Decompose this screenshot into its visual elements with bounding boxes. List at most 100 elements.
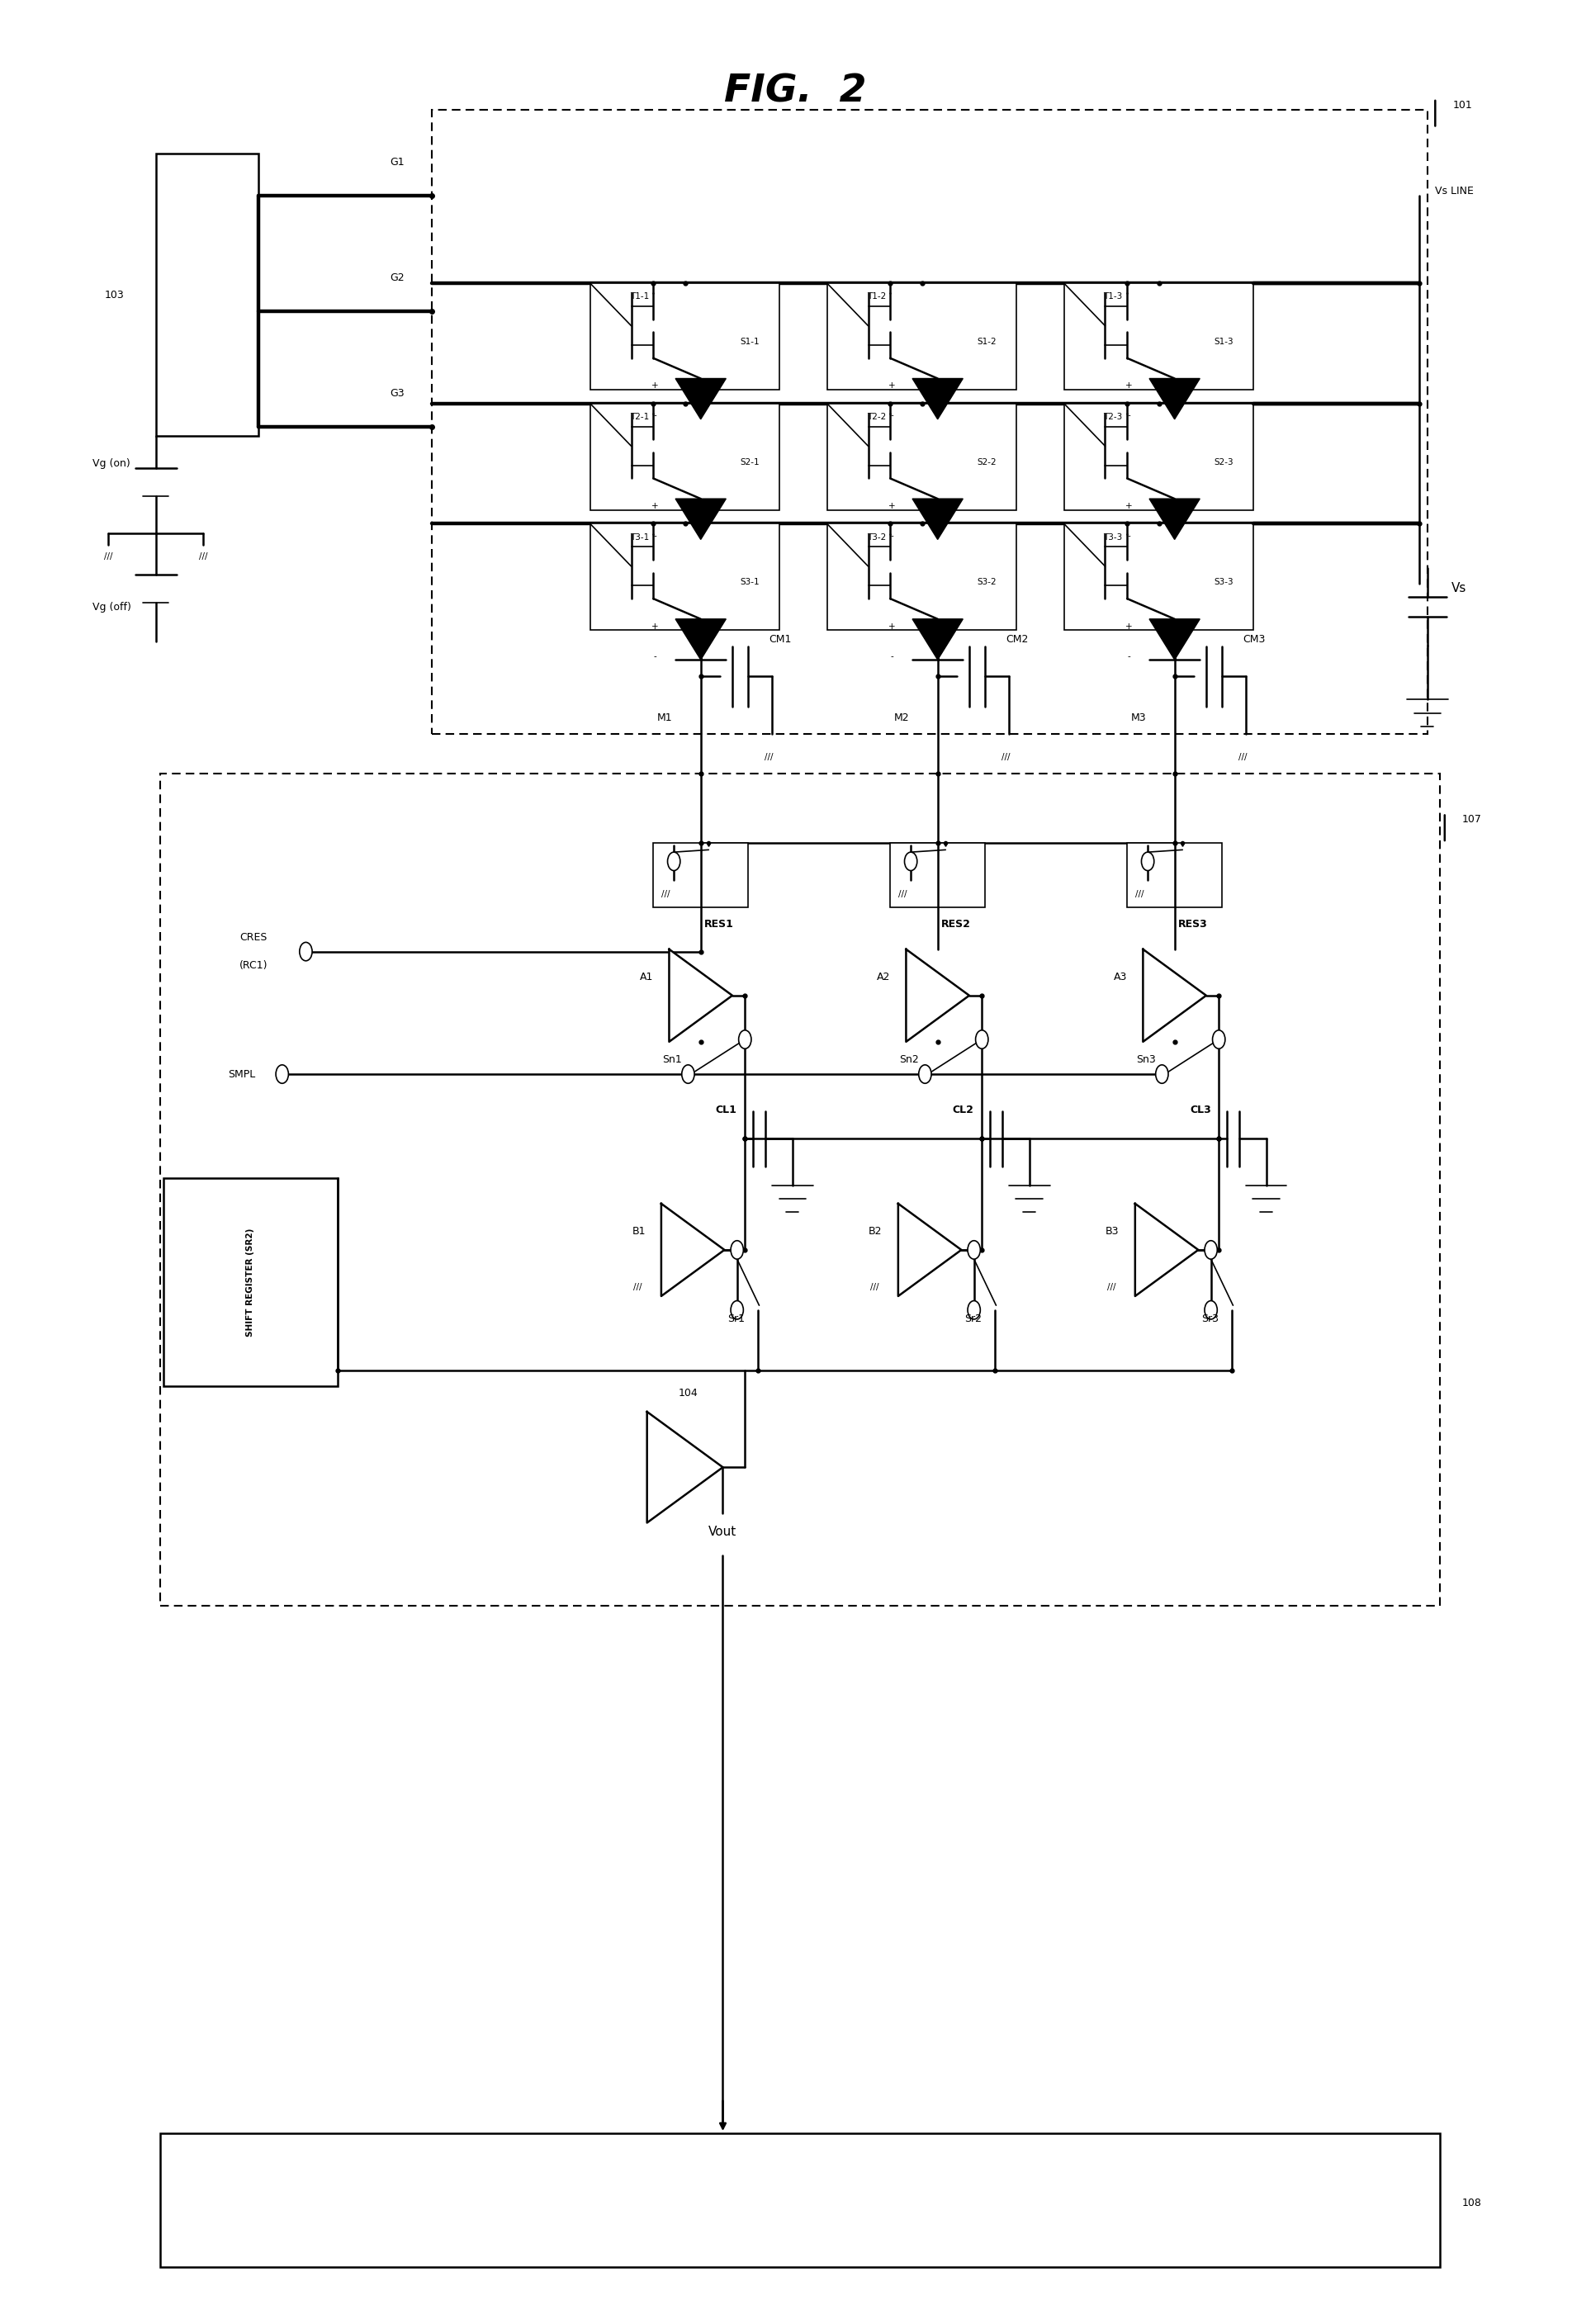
Bar	[161, 2133, 1440, 2268]
Text: CL2: CL2	[953, 1104, 974, 1116]
Circle shape	[730, 1301, 743, 1320]
Bar	[891, 844, 985, 909]
Text: Sn1: Sn1	[662, 1055, 683, 1064]
Polygon shape	[676, 500, 725, 539]
Circle shape	[967, 1301, 980, 1320]
Text: ///: ///	[870, 1283, 878, 1292]
Text: SHIFT REGISTER (SR2): SHIFT REGISTER (SR2)	[247, 1227, 255, 1336]
Text: T3-2: T3-2	[867, 532, 886, 541]
Text: Vg (on): Vg (on)	[92, 458, 130, 469]
Text: Vs: Vs	[1451, 583, 1467, 595]
Bar	[827, 404, 1017, 509]
Circle shape	[1204, 1301, 1217, 1320]
Text: G3: G3	[390, 388, 404, 400]
Bar	[827, 284, 1017, 390]
Polygon shape	[899, 1204, 961, 1297]
Text: A3: A3	[1114, 971, 1126, 983]
Text: -: -	[1128, 411, 1130, 421]
Text: A2: A2	[877, 971, 891, 983]
Text: FIG.  2: FIG. 2	[724, 72, 867, 109]
Polygon shape	[912, 379, 963, 418]
Bar	[433, 109, 1427, 734]
Text: CM3: CM3	[1243, 634, 1265, 644]
Text: +: +	[1125, 502, 1133, 511]
Text: RES1: RES1	[703, 920, 733, 930]
Text: A1: A1	[640, 971, 654, 983]
Polygon shape	[1149, 500, 1200, 539]
Text: RES3: RES3	[1177, 920, 1208, 930]
Bar	[1064, 404, 1254, 509]
Text: 103: 103	[105, 290, 124, 300]
Text: T3-1: T3-1	[630, 532, 649, 541]
Text: ///: ///	[1136, 890, 1144, 899]
Text: T1-2: T1-2	[867, 293, 886, 300]
Polygon shape	[912, 618, 963, 660]
Text: S1-1: S1-1	[740, 337, 760, 346]
Polygon shape	[1142, 948, 1206, 1041]
Polygon shape	[676, 618, 725, 660]
Text: ///: ///	[662, 890, 670, 899]
Polygon shape	[648, 1411, 722, 1522]
Bar	[164, 1178, 337, 1387]
Circle shape	[1204, 1241, 1217, 1260]
Text: Sn2: Sn2	[899, 1055, 918, 1064]
Text: -: -	[1128, 653, 1130, 660]
Text: CM1: CM1	[768, 634, 791, 644]
Text: S3-2: S3-2	[977, 579, 996, 586]
Text: -: -	[654, 411, 657, 421]
Text: S1-2: S1-2	[977, 337, 996, 346]
Text: 108: 108	[1462, 2196, 1481, 2208]
Text: Sr2: Sr2	[964, 1313, 982, 1325]
Text: B2: B2	[869, 1227, 883, 1236]
Text: S3-1: S3-1	[740, 579, 760, 586]
Text: CRES: CRES	[240, 932, 267, 944]
Text: M3: M3	[1131, 713, 1146, 723]
Circle shape	[1141, 853, 1153, 872]
Bar	[827, 523, 1017, 630]
Text: CL1: CL1	[716, 1104, 737, 1116]
Bar	[590, 284, 780, 390]
Text: -: -	[891, 532, 894, 539]
Text: M1: M1	[657, 713, 673, 723]
Polygon shape	[676, 379, 725, 418]
Text: T1-3: T1-3	[1104, 293, 1123, 300]
Bar	[1126, 844, 1222, 909]
Text: -: -	[1128, 532, 1130, 539]
Text: ///: ///	[1001, 753, 1010, 762]
Text: S3-3: S3-3	[1214, 579, 1233, 586]
Circle shape	[975, 1030, 988, 1048]
Text: +: +	[1125, 381, 1133, 390]
Text: B1: B1	[632, 1227, 646, 1236]
Text: G1: G1	[390, 158, 404, 167]
Text: SMPL: SMPL	[228, 1069, 255, 1078]
Text: T2-2: T2-2	[867, 414, 886, 421]
Bar	[161, 774, 1440, 1606]
Bar	[1064, 523, 1254, 630]
Text: 107: 107	[1462, 813, 1481, 825]
Text: RES2: RES2	[940, 920, 971, 930]
Polygon shape	[1134, 1204, 1198, 1297]
Text: ///: ///	[199, 553, 207, 560]
Polygon shape	[1149, 618, 1200, 660]
Bar	[590, 404, 780, 509]
Text: S2-3: S2-3	[1214, 458, 1233, 467]
Circle shape	[668, 853, 681, 872]
Text: ///: ///	[1107, 1283, 1115, 1292]
Circle shape	[1155, 1064, 1168, 1083]
Text: T2-1: T2-1	[630, 414, 649, 421]
Text: G2: G2	[390, 272, 404, 284]
Text: S2-2: S2-2	[977, 458, 996, 467]
Circle shape	[275, 1064, 288, 1083]
Bar	[654, 844, 748, 909]
Text: +: +	[888, 623, 896, 630]
Text: -: -	[654, 532, 657, 539]
Text: CM2: CM2	[1006, 634, 1028, 644]
Text: M2: M2	[894, 713, 908, 723]
Text: +: +	[1125, 623, 1133, 630]
Text: S1-3: S1-3	[1214, 337, 1233, 346]
Text: ///: ///	[764, 753, 773, 762]
Text: T3-3: T3-3	[1104, 532, 1123, 541]
Text: +: +	[651, 502, 659, 511]
Bar	[156, 153, 258, 437]
Text: B3: B3	[1106, 1227, 1120, 1236]
